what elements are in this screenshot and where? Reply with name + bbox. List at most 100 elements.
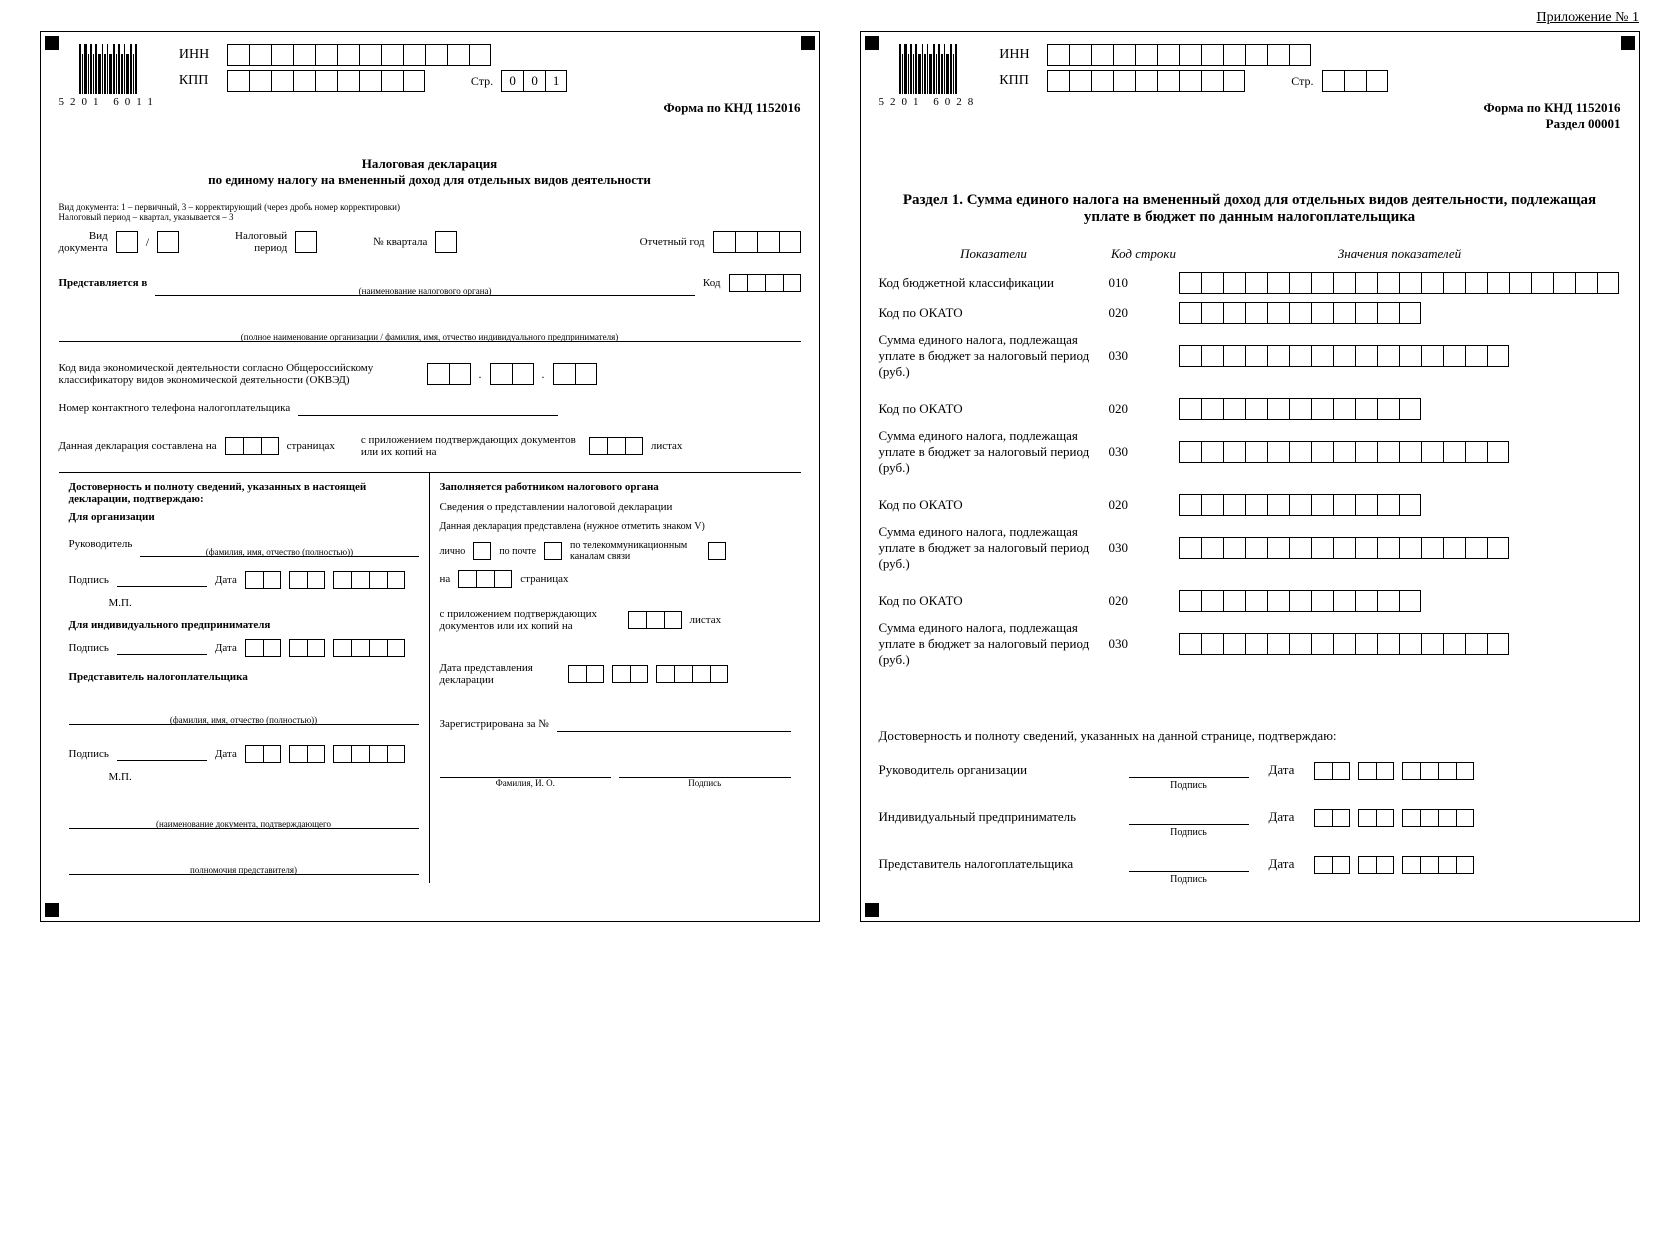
page-label-2: Стр. bbox=[1291, 74, 1313, 89]
row-label: Сумма единого налога, подлежащая уплате … bbox=[879, 428, 1109, 476]
by-mail-check[interactable] bbox=[544, 542, 562, 560]
submit-date-m[interactable] bbox=[612, 665, 648, 683]
confirm-role: Представитель налогоплательщика bbox=[879, 856, 1109, 872]
row-label: Сумма единого налога, подлежащая уплате … bbox=[879, 620, 1109, 668]
submitted-to-row: Представляется в (наименование налоговог… bbox=[59, 270, 801, 296]
date-2-m[interactable] bbox=[289, 639, 325, 657]
attach-confirm-boxes[interactable] bbox=[628, 611, 682, 629]
head-name-line[interactable]: (фамилия, имя, отчество (полностью)) bbox=[140, 531, 418, 557]
phone-line[interactable] bbox=[298, 400, 558, 416]
date-2-y[interactable] bbox=[333, 639, 405, 657]
sign-label-2: Подпись bbox=[69, 642, 109, 654]
date-3-y[interactable] bbox=[333, 745, 405, 763]
sign-label-1: Подпись bbox=[69, 574, 109, 586]
doc-type-row: Вид документа / Налоговый период № кварт… bbox=[59, 230, 801, 254]
doc-type-box[interactable] bbox=[116, 231, 138, 253]
table-row: Код по ОКАТО020 bbox=[879, 590, 1621, 612]
row-value-boxes[interactable] bbox=[1179, 537, 1621, 559]
reg-number-line[interactable] bbox=[557, 716, 791, 732]
date-2-d[interactable] bbox=[245, 639, 281, 657]
report-year-boxes[interactable] bbox=[713, 231, 801, 253]
inn-label: ИНН bbox=[179, 47, 219, 63]
row-value-boxes[interactable] bbox=[1179, 441, 1621, 463]
inn-boxes-2[interactable] bbox=[1047, 44, 1311, 66]
date-3-d[interactable] bbox=[245, 745, 281, 763]
quarter-box[interactable] bbox=[435, 231, 457, 253]
right-header: Заполняется работником налогового органа bbox=[440, 481, 791, 493]
row-value-boxes[interactable] bbox=[1179, 302, 1621, 324]
full-name-line[interactable]: (полное наименование организации / фамил… bbox=[59, 316, 801, 342]
date-1-d[interactable] bbox=[245, 571, 281, 589]
page-number-boxes-2[interactable] bbox=[1322, 70, 1388, 92]
fio-caption: Фамилия, И. О. bbox=[496, 778, 555, 788]
code-boxes[interactable] bbox=[729, 274, 801, 292]
on-pages-boxes[interactable] bbox=[458, 570, 512, 588]
form-code-2: Форма по КНД 1152016 Раздел 00001 bbox=[999, 100, 1620, 132]
pages-container: 5201 6011 ИНН КПП Стр. 001 Форма по КНД … bbox=[10, 31, 1669, 922]
okved-1[interactable] bbox=[427, 363, 471, 385]
barcode-bars-icon bbox=[79, 44, 138, 94]
row-value-boxes[interactable] bbox=[1179, 272, 1621, 294]
page2-header: 5201 6028 ИНН КПП Стр. Форма по КНД 1152… bbox=[879, 44, 1621, 132]
row-value-boxes[interactable] bbox=[1179, 633, 1621, 655]
by-tele-label: по телекоммуникационным каналам связи bbox=[570, 540, 700, 562]
rep-name-line[interactable]: (фамилия, имя, отчество (полностью)) bbox=[69, 699, 419, 725]
mp-1: М.П. bbox=[109, 597, 419, 609]
confirm-sign-line[interactable] bbox=[1129, 856, 1249, 872]
code-label: Код bbox=[703, 277, 721, 289]
okved-2[interactable] bbox=[490, 363, 534, 385]
submit-date-d[interactable] bbox=[568, 665, 604, 683]
barcode-1: 5201 6011 bbox=[59, 44, 159, 108]
by-tele-check[interactable] bbox=[708, 542, 726, 560]
confirm-header: Достоверность и полноту сведений, указан… bbox=[69, 481, 419, 505]
confirm-date-boxes[interactable] bbox=[1314, 762, 1474, 780]
confirm-sign-line[interactable] bbox=[1129, 762, 1249, 778]
doc-correction-box[interactable] bbox=[157, 231, 179, 253]
attach-label-1: с приложением подтверждающих документов … bbox=[361, 434, 581, 458]
confirm-sign-col: Подпись bbox=[1129, 762, 1249, 791]
okved-3[interactable] bbox=[553, 363, 597, 385]
right-sign-line[interactable] bbox=[619, 762, 791, 778]
pages-boxes[interactable] bbox=[225, 437, 279, 455]
kpp-label: КПП bbox=[179, 73, 219, 89]
row-label: Код по ОКАТО bbox=[879, 497, 1109, 513]
submitted-to-line[interactable]: (наименование налогового органа) bbox=[155, 270, 695, 296]
for-org-label: Для организации bbox=[69, 511, 419, 523]
row-label: Код бюджетной классификации bbox=[879, 275, 1109, 291]
row-value-boxes[interactable] bbox=[1179, 398, 1621, 420]
barcode-bars-icon bbox=[899, 44, 958, 94]
page-number-boxes: 001 bbox=[501, 70, 567, 92]
sign-line-3[interactable] bbox=[117, 747, 207, 761]
inn-boxes[interactable] bbox=[227, 44, 491, 66]
sign-line-1[interactable] bbox=[117, 573, 207, 587]
doc-name-line[interactable]: (наименование документа, подтверждающего bbox=[69, 803, 419, 829]
confirm-date-boxes[interactable] bbox=[1314, 856, 1474, 874]
table-row: Код по ОКАТО020 bbox=[879, 398, 1621, 420]
tax-period-label: Налоговый период bbox=[235, 230, 287, 254]
sheets-word: листах bbox=[690, 614, 722, 626]
doc-name-line-2[interactable]: полномочия представителя) bbox=[69, 849, 419, 875]
confirm-sign-line[interactable] bbox=[1129, 809, 1249, 825]
row-value-boxes[interactable] bbox=[1179, 494, 1621, 516]
date-1-m[interactable] bbox=[289, 571, 325, 589]
in-person-check[interactable] bbox=[473, 542, 491, 560]
submit-date-y[interactable] bbox=[656, 665, 728, 683]
sign-line-2[interactable] bbox=[117, 641, 207, 655]
row-label: Код по ОКАТО bbox=[879, 401, 1109, 417]
date-3-m[interactable] bbox=[289, 745, 325, 763]
kpp-boxes[interactable] bbox=[227, 70, 425, 92]
fio-line[interactable] bbox=[440, 762, 612, 778]
row-code: 020 bbox=[1109, 401, 1179, 417]
tax-period-box[interactable] bbox=[295, 231, 317, 253]
kpp-boxes-2[interactable] bbox=[1047, 70, 1245, 92]
pages-label-1: Данная декларация составлена на bbox=[59, 440, 217, 452]
header-fields-2: ИНН КПП Стр. Форма по КНД 1152016 Раздел… bbox=[999, 44, 1620, 132]
row-value-boxes[interactable] bbox=[1179, 590, 1621, 612]
date-1-y[interactable] bbox=[333, 571, 405, 589]
page1-header: 5201 6011 ИНН КПП Стр. 001 Форма по КНД … bbox=[59, 44, 801, 116]
attach-boxes[interactable] bbox=[589, 437, 643, 455]
doc-type-label: Вид документа bbox=[59, 230, 108, 254]
table-row: Сумма единого налога, подлежащая уплате … bbox=[879, 620, 1621, 668]
row-value-boxes[interactable] bbox=[1179, 345, 1621, 367]
confirm-date-boxes[interactable] bbox=[1314, 809, 1474, 827]
